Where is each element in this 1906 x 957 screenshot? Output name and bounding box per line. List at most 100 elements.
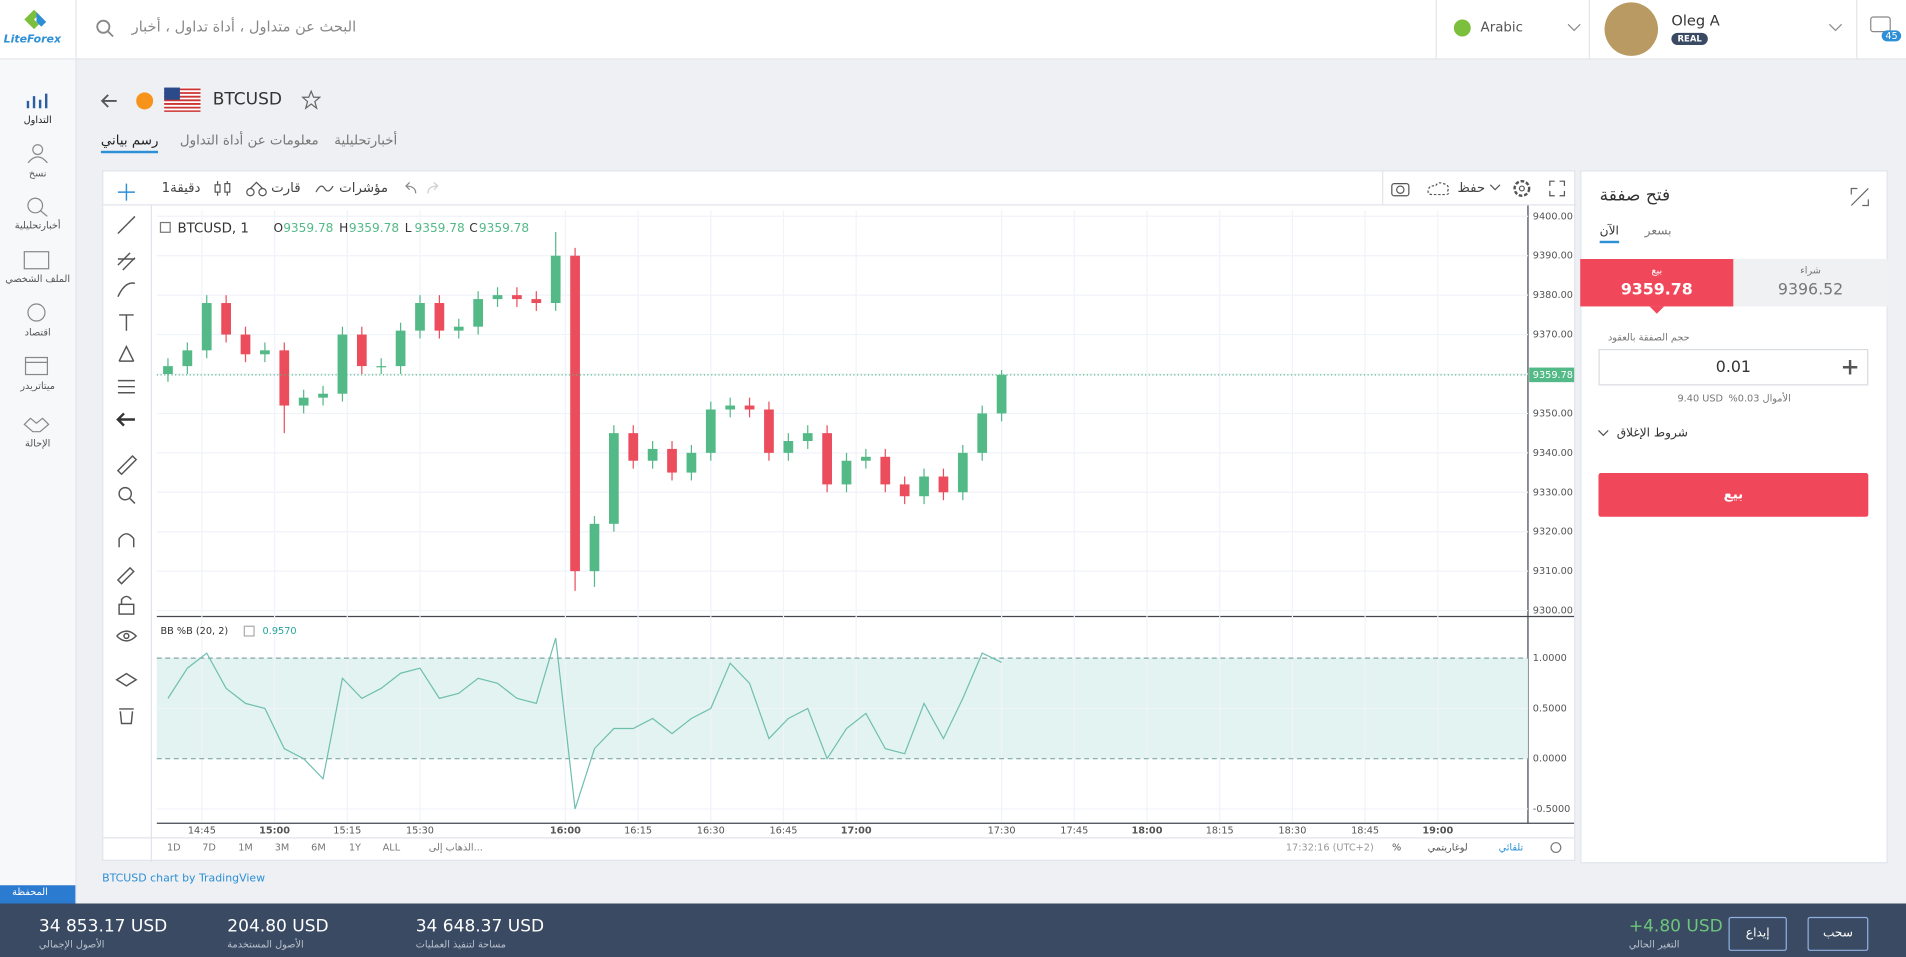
last-price-tag <box>1529 367 1575 383</box>
indicators-button[interactable]: مؤشرات <box>339 179 389 196</box>
fullscreen[interactable] <box>1549 180 1566 197</box>
nav-icon <box>26 93 48 109</box>
range-button[interactable]: 6M <box>311 843 326 854</box>
save-button[interactable]: حفظ <box>1457 179 1486 196</box>
nav-icon <box>23 417 50 433</box>
avatar[interactable] <box>1604 2 1659 56</box>
candle-body <box>473 299 484 327</box>
auto-toggle[interactable]: تلقائي <box>1499 843 1524 854</box>
tab[interactable]: بسعر <box>1644 224 1672 239</box>
candle-body <box>667 448 677 473</box>
chevron <box>1567 23 1581 32</box>
tab-active[interactable]: رسم بياني <box>100 133 159 154</box>
stat-label: الأصول الإجمالي <box>38 938 105 950</box>
candle-body <box>531 299 542 304</box>
nav-item[interactable]: نسخ <box>28 167 47 179</box>
footer: 34 853.17 USD الأصول الإجمالي 204.80 USD… <box>0 903 1906 957</box>
y-tick-label: 9390.00 <box>1533 251 1573 262</box>
range-button[interactable]: 7D <box>202 843 216 854</box>
ohlc-label: L <box>405 221 412 235</box>
percent-toggle[interactable]: % <box>1392 843 1401 854</box>
chart-button[interactable]: قارت <box>271 179 301 196</box>
compare-icon <box>246 181 267 197</box>
chat-icon[interactable] <box>1870 16 1897 38</box>
candle-body <box>977 413 988 453</box>
change: +4.80 USD <box>1628 916 1723 937</box>
wallet-label: المحفظة <box>12 886 48 898</box>
deposit-label: إيداع <box>1745 926 1770 940</box>
x-tick-label: 15:30 <box>406 826 434 837</box>
x-tick-label: 18:30 <box>1278 826 1306 837</box>
redo[interactable] <box>425 181 442 196</box>
undo[interactable] <box>401 181 418 196</box>
candles-icon[interactable] <box>214 180 231 197</box>
settings[interactable] <box>1512 179 1531 198</box>
expand-icon[interactable] <box>1850 187 1869 207</box>
candle-body <box>919 476 929 497</box>
indicator-close <box>243 625 255 637</box>
candle-body <box>841 460 852 485</box>
x-tick-label: 18:45 <box>1351 826 1379 837</box>
close-conditions[interactable]: شروط الإغلاق <box>1616 426 1688 441</box>
stat-value: 34 648.37 USD <box>415 916 545 937</box>
language[interactable]: Arabic <box>1480 19 1523 36</box>
candle-body <box>434 303 445 331</box>
y-tick-label: 9310.00 <box>1533 566 1573 577</box>
candle-body <box>725 405 736 410</box>
y-tick-label: 1.0000 <box>1533 653 1567 664</box>
ohlc-label: C <box>469 221 477 235</box>
stat-value: 204.80 USD <box>227 916 329 937</box>
wallet-tab[interactable]: المحفظة <box>0 885 76 904</box>
favorite-star[interactable] <box>301 89 321 110</box>
y-tick-label: 9400.00 <box>1533 211 1573 222</box>
nav-item[interactable]: الإحالة <box>24 437 51 449</box>
camera[interactable] <box>1391 180 1410 197</box>
candle-body <box>705 409 716 453</box>
chart-time: 17:32:16 (UTC+2) <box>1286 843 1374 854</box>
chart-container: دقيقة1 قارت مؤشرات حفظ <box>102 170 1577 863</box>
sell-button[interactable]: بيع <box>1598 473 1869 517</box>
sell-label: بيع <box>1651 265 1663 277</box>
ohlc-value: 9359.78 <box>349 221 399 235</box>
y-tick-label: 9330.00 <box>1533 487 1573 498</box>
candle-body <box>628 433 639 461</box>
range-button[interactable]: ALL <box>383 843 401 854</box>
range-button[interactable]: 1D <box>167 843 181 854</box>
margin-label: الأموال 0.03% <box>1728 392 1791 404</box>
buy-box[interactable]: شراء 9396.52 <box>1733 259 1888 307</box>
sell-box[interactable]: بيع 9359.78 <box>1580 259 1734 307</box>
ohlc-label: O <box>274 221 284 235</box>
chevron <box>1828 23 1843 32</box>
range-button[interactable]: 1M <box>238 843 253 854</box>
deposit-button[interactable]: إيداع <box>1728 916 1787 951</box>
range-button[interactable]: 3M <box>275 843 290 854</box>
nav-item[interactable]: أخبارتحليلية <box>14 220 61 232</box>
candle-body <box>318 393 328 398</box>
plus-button[interactable] <box>1842 359 1858 375</box>
candle-body <box>492 295 503 300</box>
x-tick-label: 17:00 <box>841 826 872 837</box>
log-toggle[interactable]: لوغاريتمي <box>1428 843 1468 854</box>
header: LiteForex البحث عن متداول ، أداة تداول ،… <box>0 0 1906 60</box>
withdraw-button[interactable]: سحب <box>1807 916 1869 951</box>
candle-body <box>415 303 425 331</box>
range-button[interactable]: 1Y <box>349 843 361 854</box>
footer-settings[interactable] <box>1550 842 1562 854</box>
range-button[interactable]: ...الذهاب إلى <box>429 843 483 854</box>
x-tick-label: 15:15 <box>333 826 361 837</box>
volume-input[interactable]: 0.01 <box>1598 348 1869 386</box>
back-arrow[interactable] <box>100 91 119 110</box>
search-input[interactable]: البحث عن متداول ، أداة تداول ، أخبار <box>131 18 357 36</box>
tab[interactable]: معلومات عن أداة التداول <box>179 132 319 149</box>
nav-item[interactable]: اقتصاد <box>24 327 51 339</box>
tab-active[interactable]: الآن <box>1599 225 1619 244</box>
tab[interactable]: أخبارتحليلية <box>334 132 398 149</box>
nav-item[interactable]: الملف الشخصي <box>5 273 71 285</box>
nav-item[interactable]: ميتاتريدر <box>20 380 55 392</box>
candle-body <box>880 456 891 485</box>
y-tick-label: 9370.00 <box>1533 330 1573 341</box>
credit[interactable]: BTCUSD chart by TradingView <box>102 873 266 886</box>
nav-item[interactable]: التداول <box>23 114 52 126</box>
interval[interactable]: دقيقة1 <box>161 179 201 196</box>
